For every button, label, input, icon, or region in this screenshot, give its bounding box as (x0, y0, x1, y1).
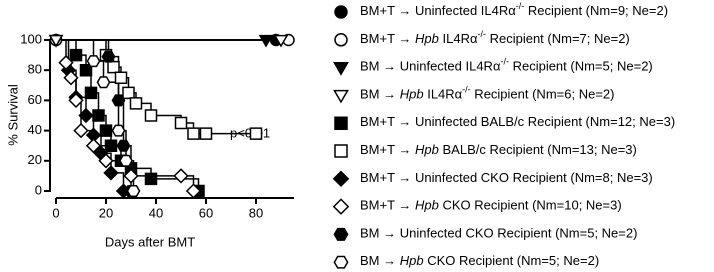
marker (79, 63, 93, 77)
marker (85, 138, 102, 154)
marker (332, 170, 350, 188)
legend-label: BM → Uninfected IL4Rα-/- Recipient (Nm=5… (360, 57, 653, 74)
legend-item: BM → Uninfected IL4Rα-/- Recipient (Nm=5… (333, 57, 653, 76)
y-tick-label: 0 (35, 182, 42, 197)
marker (199, 127, 213, 140)
legend-item: BM+T → Hpb IL4Rα-/- Recipient (Nm=7; Ne=… (334, 29, 630, 47)
marker (99, 124, 113, 137)
legend-label: BM+T → Uninfected CKO Recipient (Nm=8; N… (360, 170, 653, 185)
marker (174, 116, 188, 130)
marker (98, 153, 114, 169)
marker (332, 198, 350, 215)
marker (273, 34, 289, 48)
marker (123, 168, 139, 184)
legend-label: BM+T → Uninfected IL4Rα-/- Recipient (Nm… (360, 1, 668, 18)
marker (116, 139, 131, 152)
marker (185, 183, 202, 199)
marker (249, 127, 263, 140)
marker (334, 116, 348, 130)
marker (92, 109, 105, 122)
marker (48, 34, 64, 48)
legend-label: BM+T → Hpb CKO Recipient (Nm=10; Ne=3) (360, 198, 622, 213)
y-tick-label: 100 (20, 31, 42, 46)
marker (84, 86, 98, 100)
marker (69, 48, 83, 62)
legend-label: BM+T → Hpb IL4Rα-/- Recipient (Nm=7; Ne=… (360, 29, 630, 46)
legend-item: BM+T → Uninfected CKO Recipient (Nm=8; N… (332, 170, 653, 188)
marker (122, 86, 135, 100)
marker (73, 122, 89, 139)
legend-item: BM+T → Uninfected IL4Rα-/- Recipient (Nm… (334, 1, 668, 19)
legend-item: BM+T → Hpb CKO Recipient (Nm=10; Ne=3) (332, 198, 622, 215)
legend-item: BM → Hpb CKO Recipient (Nm=5; Ne=2) (333, 254, 599, 269)
marker (333, 227, 349, 241)
marker (334, 5, 348, 19)
marker (144, 109, 158, 122)
marker (334, 144, 348, 158)
x-tick-label: 80 (249, 205, 263, 220)
marker (187, 127, 200, 140)
y-tick-label: 80 (28, 62, 42, 77)
marker (129, 97, 143, 110)
legend-label: BM → Hpb CKO Recipient (Nm=5; Ne=2) (360, 254, 599, 269)
legend-label: BM → Hpb IL4Rα-/- Recipient (Nm=6; Ne=2) (360, 85, 614, 102)
legend-label: BM+T → Hpb BALB/c Recipient (Nm=13; Ne=3… (360, 142, 637, 157)
marker (78, 107, 94, 124)
marker (126, 185, 141, 197)
marker (58, 54, 74, 71)
marker (119, 154, 133, 167)
marker (63, 70, 79, 86)
marker (333, 89, 349, 104)
marker (107, 60, 120, 74)
y-tick-label: 40 (28, 122, 42, 137)
legend-label: BM → Uninfected CKO Recipient (Nm=5; Ne=… (360, 226, 637, 241)
x-tick-label: 0 (52, 205, 59, 220)
step (56, 39, 95, 62)
y-tick-label: 60 (28, 92, 42, 107)
x-tick-label: 40 (149, 205, 163, 220)
legend-item: BM+T → Uninfected BALB/c Recipient (Nm=1… (334, 115, 675, 130)
marker (96, 76, 111, 89)
marker (173, 168, 189, 184)
marker (114, 71, 128, 84)
x-tick-label: 20 (99, 205, 113, 220)
marker (68, 92, 84, 109)
legend-item: BM → Hpb IL4Rα-/- Recipient (Nm=6; Ne=2) (333, 85, 614, 104)
marker (333, 62, 349, 76)
marker (334, 33, 348, 47)
legend-item: BM+T → Hpb BALB/c Recipient (Nm=13; Ne=3… (334, 142, 637, 158)
marker (103, 165, 119, 181)
y-tick-label: 20 (28, 152, 42, 167)
marker (111, 124, 126, 137)
marker (144, 172, 158, 186)
x-tick-label: 60 (199, 205, 213, 220)
y-axis-title: % Survival (5, 84, 20, 146)
marker (101, 50, 116, 63)
legend-label: BM+T → Uninfected BALB/c Recipient (Nm=1… (360, 115, 675, 130)
marker (86, 55, 101, 68)
legend-item: BM → Uninfected CKO Recipient (Nm=5; Ne=… (333, 226, 637, 241)
marker (104, 139, 118, 152)
marker (258, 34, 274, 48)
x-axis-title: Days after BMT (105, 234, 195, 249)
marker (333, 255, 349, 269)
marker (111, 94, 126, 107)
